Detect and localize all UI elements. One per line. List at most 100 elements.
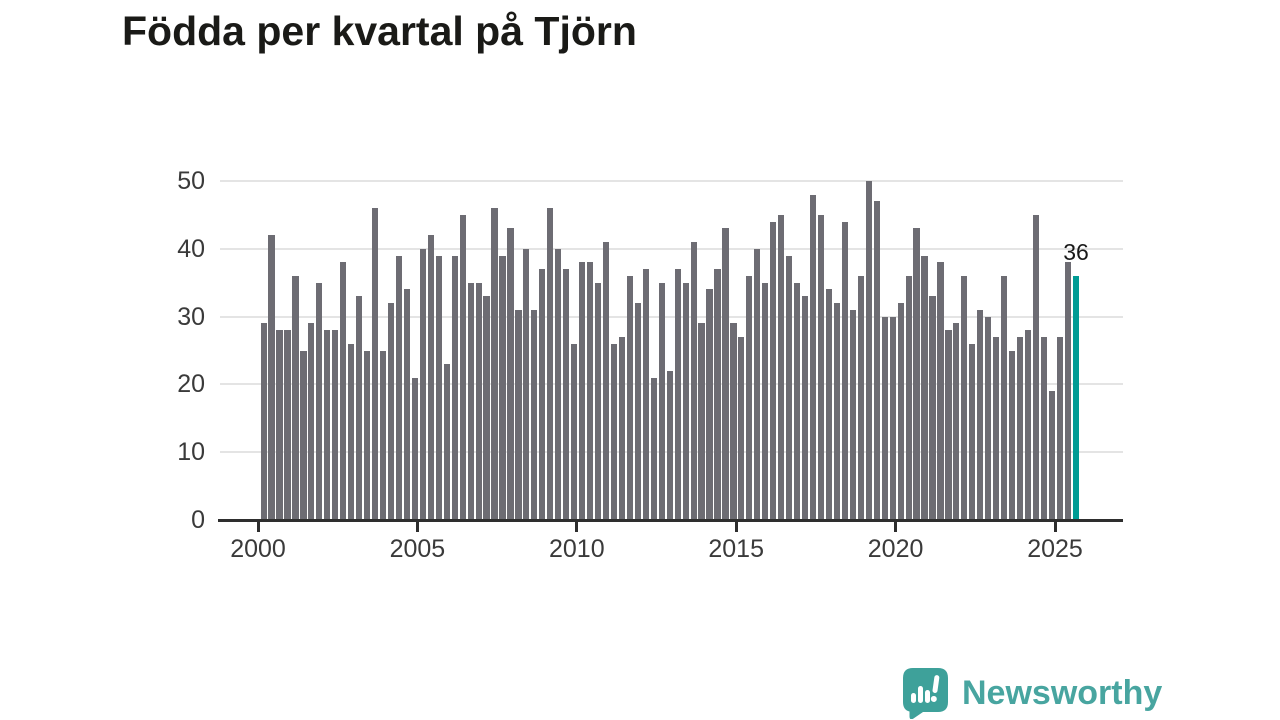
bar bbox=[539, 269, 546, 520]
bar bbox=[586, 262, 594, 520]
bar bbox=[1001, 275, 1008, 520]
bar bbox=[499, 255, 506, 520]
bar bbox=[371, 208, 379, 520]
x-tick-label: 2020 bbox=[867, 535, 924, 563]
bar bbox=[945, 330, 952, 520]
bar bbox=[770, 221, 777, 520]
bar bbox=[610, 343, 618, 520]
bar bbox=[387, 303, 395, 520]
bar bbox=[563, 269, 570, 520]
bar bbox=[730, 323, 737, 520]
bar bbox=[841, 221, 848, 520]
bar bbox=[332, 330, 339, 520]
bar bbox=[1024, 330, 1032, 520]
x-tick-label: 2000 bbox=[230, 535, 286, 563]
x-axis-tick bbox=[415, 522, 419, 532]
bar bbox=[268, 235, 275, 520]
bar bbox=[523, 248, 530, 520]
bar bbox=[873, 201, 880, 520]
bar bbox=[809, 194, 817, 520]
bar bbox=[985, 316, 992, 520]
bar bbox=[746, 275, 753, 520]
bar bbox=[937, 262, 944, 520]
bar bbox=[881, 316, 888, 520]
bar bbox=[618, 336, 626, 520]
bar bbox=[738, 336, 745, 520]
y-tick-label: 0 bbox=[191, 506, 205, 534]
bar bbox=[905, 275, 912, 520]
bar bbox=[403, 289, 411, 520]
x-axis-tick bbox=[894, 522, 898, 532]
bar bbox=[953, 323, 960, 520]
bar bbox=[419, 248, 426, 520]
bar bbox=[690, 242, 697, 520]
bar bbox=[571, 343, 578, 520]
last-value-label: 36 bbox=[1063, 239, 1089, 265]
bar bbox=[340, 262, 347, 520]
bar bbox=[913, 228, 920, 520]
bar bbox=[483, 296, 490, 520]
bar bbox=[706, 289, 713, 520]
bar bbox=[1056, 336, 1063, 520]
bar bbox=[897, 303, 904, 520]
bar bbox=[451, 255, 458, 520]
bar bbox=[626, 275, 633, 520]
bar bbox=[300, 350, 307, 520]
bar bbox=[1048, 391, 1056, 520]
bar bbox=[395, 255, 403, 520]
bar bbox=[1064, 262, 1071, 520]
bar bbox=[443, 364, 450, 520]
bar bbox=[555, 248, 562, 520]
bar bbox=[1016, 336, 1024, 520]
bar bbox=[650, 377, 657, 520]
bar bbox=[348, 343, 355, 520]
gridline bbox=[220, 315, 1123, 318]
bar bbox=[411, 377, 418, 520]
bar bbox=[786, 255, 793, 520]
bar bbox=[634, 303, 641, 520]
bar bbox=[993, 336, 1000, 520]
bar bbox=[260, 323, 267, 520]
x-axis-tick bbox=[734, 522, 738, 532]
bar bbox=[969, 343, 976, 520]
x-tick-label: 2005 bbox=[389, 535, 446, 563]
bar bbox=[531, 309, 538, 520]
bar bbox=[459, 214, 466, 520]
bar-highlighted bbox=[1072, 275, 1079, 520]
bar bbox=[324, 330, 331, 520]
bar bbox=[547, 208, 554, 520]
bar bbox=[778, 214, 785, 520]
bar bbox=[865, 181, 872, 520]
x-tick-label: 2010 bbox=[548, 535, 605, 563]
bar bbox=[579, 262, 586, 520]
bar bbox=[467, 282, 474, 520]
bar bbox=[682, 282, 689, 520]
bar bbox=[642, 269, 649, 520]
bar bbox=[801, 296, 809, 520]
bar bbox=[364, 350, 371, 520]
bar bbox=[857, 275, 864, 520]
x-tick-label: 2015 bbox=[708, 535, 764, 563]
bar bbox=[435, 255, 442, 520]
bar bbox=[491, 208, 498, 520]
bar bbox=[762, 282, 769, 520]
bar bbox=[849, 309, 856, 520]
y-tick-label: 50 bbox=[177, 167, 205, 195]
bar bbox=[602, 242, 610, 520]
bar bbox=[929, 296, 936, 520]
newsworthy-logo: Newsworthy bbox=[902, 667, 1162, 719]
bar bbox=[1009, 350, 1016, 520]
bar bbox=[977, 309, 984, 520]
bar bbox=[1032, 214, 1040, 520]
y-tick-label: 40 bbox=[177, 234, 205, 263]
x-axis-tick bbox=[1053, 522, 1057, 532]
x-tick-label: 2025 bbox=[1027, 535, 1083, 563]
bar bbox=[889, 316, 896, 520]
bar bbox=[833, 303, 841, 520]
gridline bbox=[220, 247, 1123, 250]
bar bbox=[794, 282, 801, 520]
bar bbox=[825, 289, 833, 520]
bar bbox=[1040, 336, 1048, 520]
bar bbox=[427, 235, 434, 520]
